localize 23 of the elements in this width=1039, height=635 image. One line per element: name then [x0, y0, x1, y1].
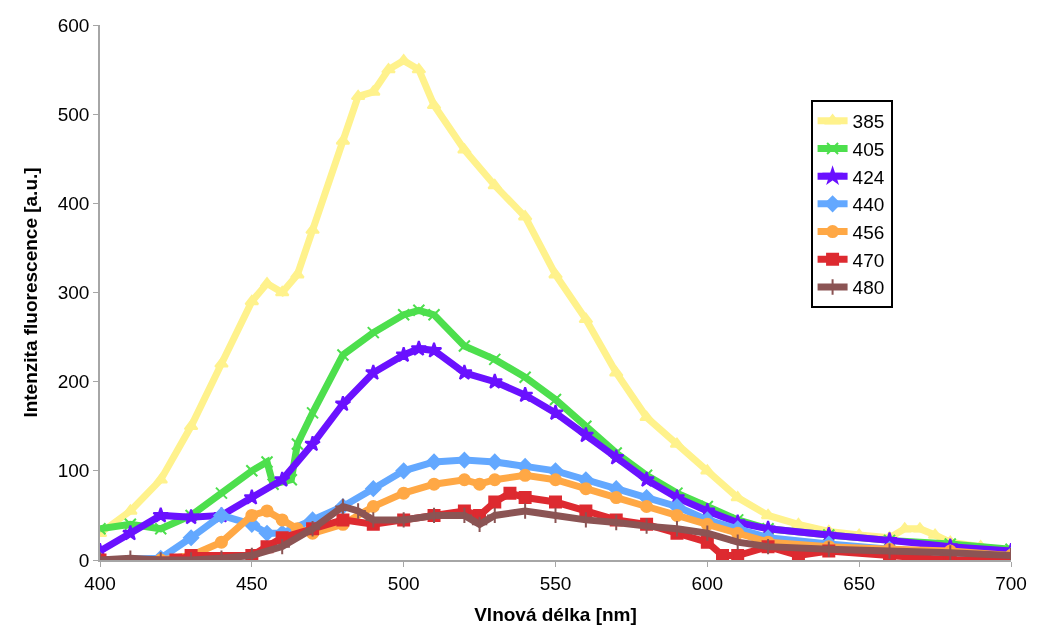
legend-label: 385	[852, 111, 885, 133]
x-tick-label: 550	[539, 572, 572, 594]
legend-label: 470	[852, 249, 885, 271]
legend-label: 405	[852, 138, 885, 160]
y-axis-title: Intenzita fluorescence [a.u.]	[20, 167, 42, 418]
legend-label: 480	[852, 277, 885, 299]
legend-label: 424	[852, 166, 885, 188]
y-tick-label: 500	[57, 103, 90, 125]
x-axis-title: Vlnová délka [nm]	[474, 603, 637, 625]
y-tick-label: 400	[57, 192, 90, 214]
y-tick-label: 300	[57, 282, 90, 304]
x-tick-label: 600	[691, 572, 724, 594]
y-tick-label: 200	[57, 371, 90, 393]
x-tick-label: 650	[843, 572, 876, 594]
x-tick-label: 450	[235, 572, 268, 594]
x-tick-label: 400	[84, 572, 116, 594]
legend-label: 456	[852, 221, 885, 243]
x-tick-label: 500	[387, 572, 420, 594]
x-tick-label: 700	[995, 572, 1027, 594]
legend-label: 440	[852, 194, 885, 216]
y-tick-label: 600	[57, 14, 90, 36]
y-tick-label: 100	[57, 460, 90, 482]
y-tick-label: 0	[78, 549, 90, 571]
